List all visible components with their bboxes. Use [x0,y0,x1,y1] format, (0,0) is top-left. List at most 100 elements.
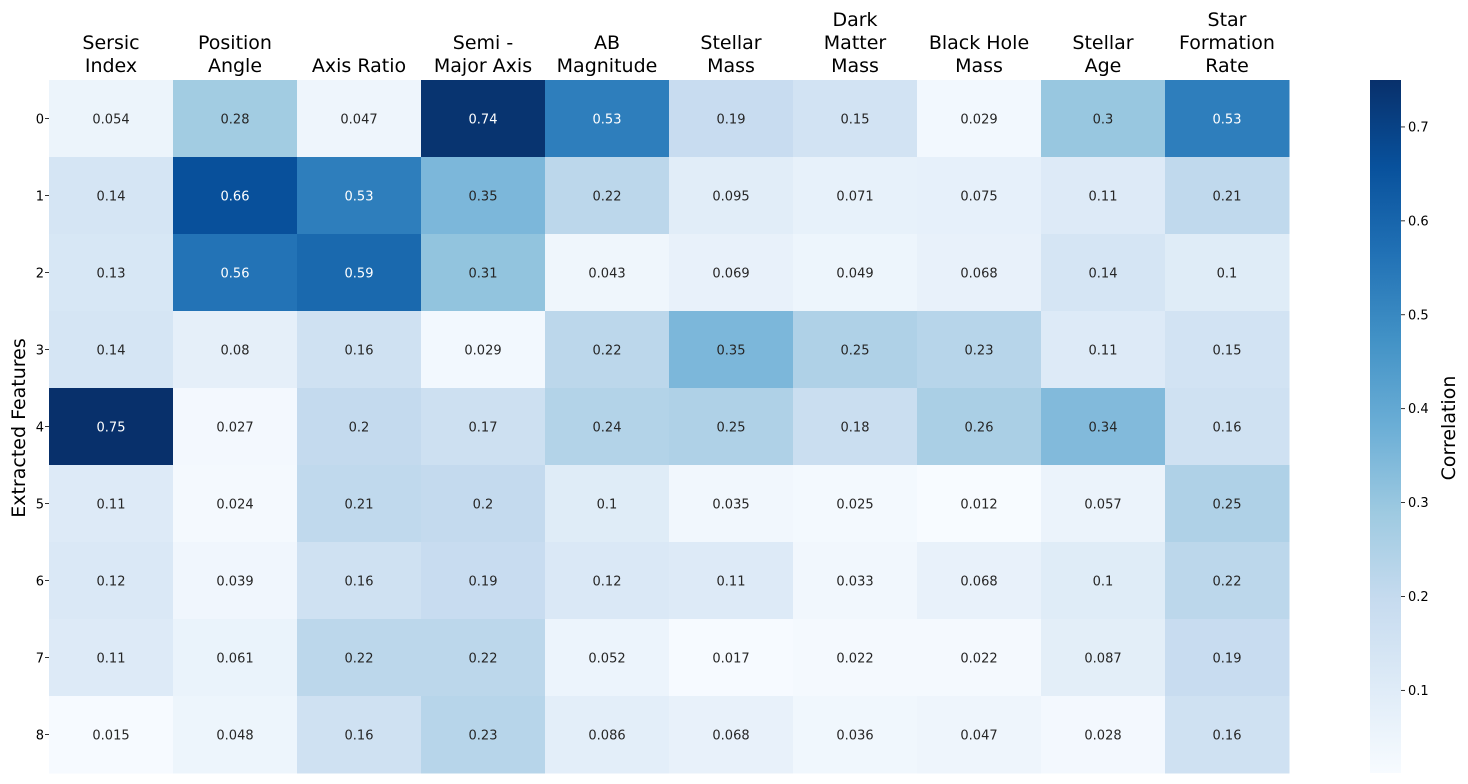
cell-value-label: 0.56 [221,267,250,282]
cell-value-label: 0.66 [221,190,250,205]
cell-value-label: 0.2 [349,421,370,436]
heatmap-cell [297,542,422,620]
colorbar: 0.1 0.2 0.3 0.4 0.5 0.6 0.7 Correlation [1370,80,1460,773]
heatmap-cell [173,696,298,774]
heatmap-cell [669,465,794,543]
row-label: 1 [36,190,44,205]
cell-value-label: 0.14 [97,344,126,359]
cell-value-label: 0.22 [469,652,498,667]
cell-value-label: 0.11 [97,498,126,513]
heatmap-cell [1165,542,1290,620]
heatmap-cell [1041,465,1166,543]
colorbar-tick-label: 0.7 [1408,120,1429,135]
heatmap-cell [793,157,918,235]
cell-value-label: 0.12 [593,575,622,590]
cell-value-label: 0.35 [469,190,498,205]
heatmap-cell [669,80,794,158]
cell-value-label: 0.74 [469,113,498,128]
cell-value-label: 0.53 [1213,113,1242,128]
heatmap-cell [793,80,918,158]
cell-value-label: 0.068 [960,575,997,590]
cell-value-label: 0.11 [717,575,746,590]
cell-value-label: 0.19 [717,113,746,128]
row-label: 6 [36,575,44,590]
row-label: 0 [36,113,44,128]
heatmap-cell [545,619,670,697]
heatmap-cell [49,619,174,697]
cell-value-label: 0.068 [960,267,997,282]
heatmap-cell [1041,619,1166,697]
cell-value-label: 0.15 [841,113,870,128]
cell-value-label: 0.22 [593,190,622,205]
heatmap-cell [421,157,546,235]
cell-value-label: 0.027 [216,421,253,436]
cell-value-label: 0.054 [92,113,129,128]
heatmap-cell [49,80,174,158]
heatmap-cell [49,157,174,235]
heatmap-cell [297,619,422,697]
cell-value-label: 0.19 [1213,652,1242,667]
cell-value-label: 0.21 [345,498,374,513]
cell-value-label: 0.35 [717,344,746,359]
heatmap-cell [49,542,174,620]
column-label: Star Formation Rate [1179,9,1275,77]
cell-value-label: 0.043 [588,267,625,282]
heatmap-cell [917,388,1042,466]
cell-value-label: 0.17 [469,421,498,436]
cell-value-label: 0.069 [712,267,749,282]
row-label: 5 [36,498,44,513]
cell-value-label: 0.071 [836,190,873,205]
cell-value-label: 0.017 [712,652,749,667]
cell-value-label: 0.25 [841,344,870,359]
cell-value-label: 0.028 [1084,729,1121,744]
heatmap-cell [1165,619,1290,697]
heatmap-cell [917,465,1042,543]
column-label: Stellar Age [1072,32,1133,77]
cell-value-label: 0.16 [1213,729,1242,744]
cell-value-label: 0.039 [216,575,253,590]
cell-value-label: 0.087 [1084,652,1121,667]
heatmap-cell [49,311,174,389]
heatmap-cell [917,619,1042,697]
cell-value-label: 0.53 [345,190,374,205]
heatmap-cell [49,388,174,466]
heatmap-cell [793,619,918,697]
cell-value-label: 0.2 [473,498,494,513]
cell-value-label: 0.033 [836,575,873,590]
column-labels: Sersic Index Position Angle Axis Ratio Semi -… [82,9,1275,77]
heatmap-cell [421,80,546,158]
cell-value-label: 0.024 [216,498,253,513]
heatmap-cell [669,311,794,389]
heatmap-cell [545,157,670,235]
cell-value-label: 0.047 [340,113,377,128]
colorbar-tick-label: 0.1 [1408,684,1429,699]
heatmap-cell [793,234,918,312]
cell-value-label: 0.13 [97,267,126,282]
cell-value-label: 0.035 [712,498,749,513]
cell-value-label: 0.11 [97,652,126,667]
row-label: 3 [36,344,44,359]
heatmap-cell [421,234,546,312]
row-label: 8 [36,729,44,744]
column-label: Dark Matter Mass [824,9,887,77]
cell-value-label: 0.16 [345,575,374,590]
heatmap-cell [173,157,298,235]
heatmap-cell [917,80,1042,158]
heatmap-cell [297,157,422,235]
heatmap-cell [1041,388,1166,466]
colorbar-tick-label: 0.2 [1408,590,1429,605]
column-label: Semi -Major Axis [434,32,532,77]
cell-value-label: 0.029 [464,344,501,359]
heatmap-cell [1165,388,1290,466]
colorbar-tick-label: 0.5 [1408,308,1429,323]
heatmap-cell [421,542,546,620]
column-label: AB Magnitude [557,32,658,77]
colorbar-tick-label: 0.6 [1408,214,1429,229]
heatmap-cell [421,619,546,697]
heatmap-cell [669,157,794,235]
column-label: Position Angle [198,32,272,77]
heatmap-cell [917,542,1042,620]
heatmap-cell [917,157,1042,235]
cell-value-label: 0.3 [1093,113,1114,128]
